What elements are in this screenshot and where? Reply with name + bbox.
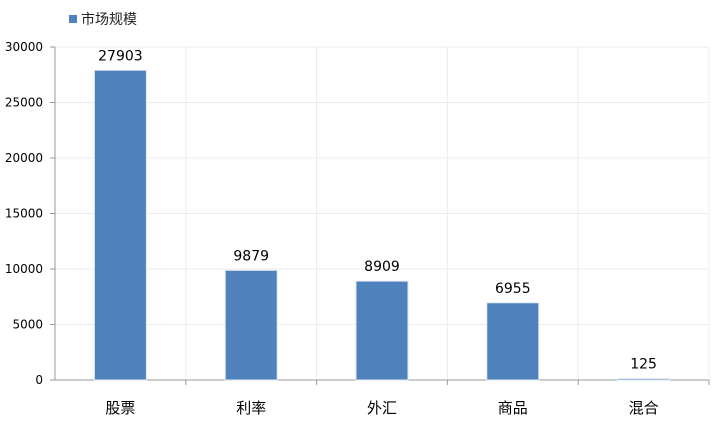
y-tick-label: 0 — [35, 373, 43, 387]
x-tick-label: 混合 — [629, 399, 659, 417]
data-label: 6955 — [495, 281, 531, 297]
x-tick-label: 股票 — [105, 399, 135, 417]
data-label: 8909 — [364, 259, 400, 275]
bar — [486, 302, 540, 381]
y-tick-label: 10000 — [5, 262, 43, 276]
data-label: 27903 — [98, 48, 143, 64]
bar — [617, 378, 671, 381]
data-label: 125 — [630, 357, 657, 373]
bar — [355, 280, 409, 381]
bar — [224, 269, 278, 381]
y-tick-label: 30000 — [5, 40, 43, 54]
y-tick-label: 25000 — [5, 96, 43, 110]
y-tick-label: 15000 — [5, 207, 43, 221]
y-tick-label: 20000 — [5, 151, 43, 165]
legend-label: 市场规模 — [81, 11, 137, 28]
x-tick-label: 外汇 — [367, 399, 397, 417]
bar — [93, 69, 147, 381]
data-label: 9879 — [233, 248, 269, 264]
legend: 市场规模 — [69, 11, 137, 28]
legend-swatch — [69, 15, 77, 23]
x-tick-label: 商品 — [498, 399, 528, 417]
x-tick-label: 利率 — [236, 399, 266, 417]
y-tick-label: 5000 — [12, 318, 43, 332]
